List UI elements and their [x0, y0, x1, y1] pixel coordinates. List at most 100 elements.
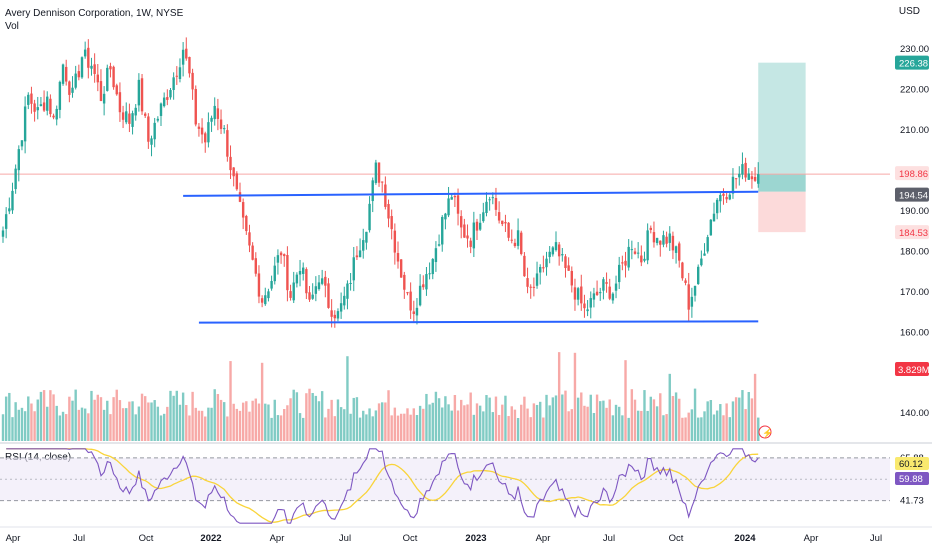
volume-bar — [327, 408, 330, 441]
candle-body — [753, 176, 757, 181]
candle-body — [618, 264, 621, 283]
volume-bar — [548, 405, 551, 441]
candle-body — [614, 283, 618, 291]
candle-body — [532, 286, 536, 288]
candle-body — [437, 244, 441, 246]
candle-body — [27, 94, 30, 105]
volume-bar — [333, 416, 336, 441]
volume-bar — [409, 414, 412, 441]
volume-bar — [592, 412, 596, 441]
volume-bar — [652, 399, 656, 441]
volume-bar — [608, 399, 611, 441]
candle-body — [251, 245, 254, 260]
volume-bar — [311, 393, 314, 441]
candle-body — [697, 266, 700, 285]
candle-body — [589, 298, 592, 308]
volume-bar — [134, 414, 137, 441]
volume-bar — [39, 391, 43, 441]
candle-body — [520, 232, 523, 254]
candle-body — [722, 193, 725, 196]
candle-body — [529, 286, 532, 288]
price-label-bg — [895, 166, 929, 181]
candle-body — [377, 162, 381, 183]
volume-bar — [741, 390, 744, 441]
volume-bar — [485, 395, 488, 441]
volume-bar — [128, 401, 131, 441]
candle-body — [406, 292, 409, 294]
volume-bar — [532, 403, 536, 441]
candle-body — [14, 168, 17, 190]
volume-bar — [358, 417, 362, 441]
volume-bar — [254, 398, 257, 441]
volume-bar — [371, 416, 374, 441]
candle-body — [267, 291, 270, 299]
volume-bar — [621, 415, 624, 441]
volume-bar — [352, 397, 355, 441]
candle-body — [49, 98, 52, 115]
volume-bar — [302, 417, 305, 441]
volume-bar — [494, 396, 498, 441]
candle-body — [4, 214, 8, 229]
candle-body — [169, 90, 172, 98]
volume-bar — [55, 405, 58, 441]
candle-body — [409, 291, 412, 311]
candle-body — [652, 232, 656, 243]
candle-body — [665, 236, 668, 244]
price-tick: 140.00 — [900, 408, 929, 419]
rsi-value-label: 59.88 — [899, 474, 923, 485]
volume-bar — [286, 405, 289, 441]
volume-bar — [403, 413, 406, 441]
volume-bar — [251, 400, 254, 441]
candle-body — [659, 240, 662, 245]
candle-body — [42, 102, 46, 111]
volume-bar — [703, 411, 706, 441]
candle-body — [681, 262, 684, 279]
candle-body — [592, 293, 596, 300]
volume-bar — [725, 403, 728, 441]
volume-bar — [213, 389, 216, 441]
candle-body — [23, 106, 27, 142]
volume-bar — [295, 392, 299, 441]
volume-bar — [339, 407, 343, 441]
volume-bar — [399, 413, 403, 441]
event-marker-icon — [758, 425, 772, 439]
currency-label[interactable]: USD — [898, 6, 920, 17]
candle-body — [191, 72, 194, 90]
volume-bar — [365, 414, 368, 441]
candle-body — [636, 252, 640, 254]
volume-bar — [245, 401, 248, 441]
volume-bar — [349, 413, 352, 441]
volume-bar — [125, 408, 128, 441]
candle-body — [381, 181, 384, 183]
candle-body — [254, 258, 257, 274]
candle-body — [557, 244, 561, 257]
volume-bar — [523, 396, 526, 441]
volume-bar — [27, 396, 30, 441]
candle-body — [83, 49, 87, 57]
volume-bar — [115, 389, 118, 441]
time-tick: Apr — [6, 533, 21, 544]
candle-body — [428, 273, 431, 275]
price-label: 194.54 — [899, 191, 928, 202]
candle-body — [491, 197, 494, 199]
candle-body — [216, 108, 220, 119]
candle-body — [178, 67, 182, 79]
entry-zone — [758, 174, 806, 192]
candle-body — [68, 81, 71, 95]
time-tick: Oct — [669, 533, 684, 544]
volume-bar — [469, 392, 472, 441]
candle-body — [159, 103, 163, 116]
volume-bar — [61, 411, 65, 441]
candle-body — [106, 67, 109, 91]
candle-body — [700, 258, 703, 266]
volume-bar — [283, 409, 286, 441]
volume-bar — [747, 392, 750, 441]
candle-body — [162, 97, 166, 107]
volume-bar — [501, 404, 504, 441]
candle-body — [712, 213, 716, 222]
candle-body — [390, 216, 393, 230]
volume-bar — [219, 399, 223, 441]
candle-body — [567, 265, 570, 271]
